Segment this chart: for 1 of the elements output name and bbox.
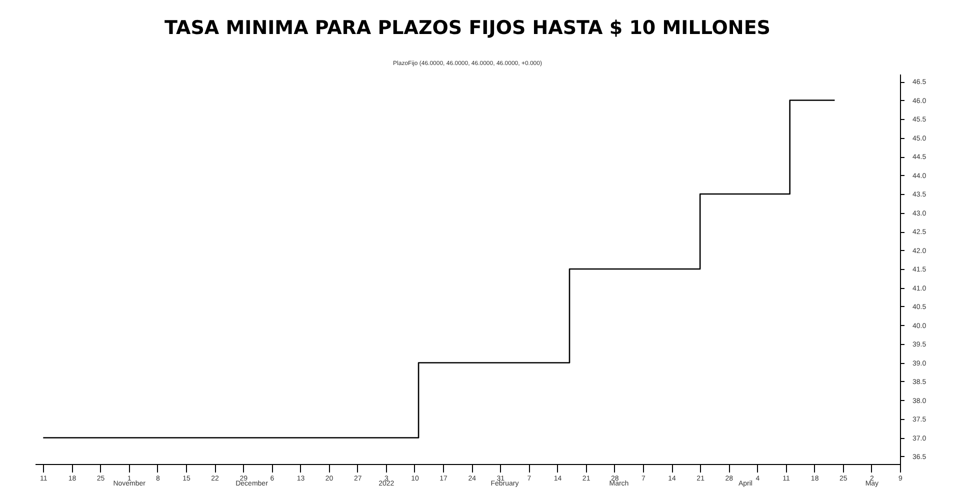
chart-title: TASA MINIMA PARA PLAZOS FIJOS HASTA $ 10 MILLONES	[164, 17, 770, 39]
